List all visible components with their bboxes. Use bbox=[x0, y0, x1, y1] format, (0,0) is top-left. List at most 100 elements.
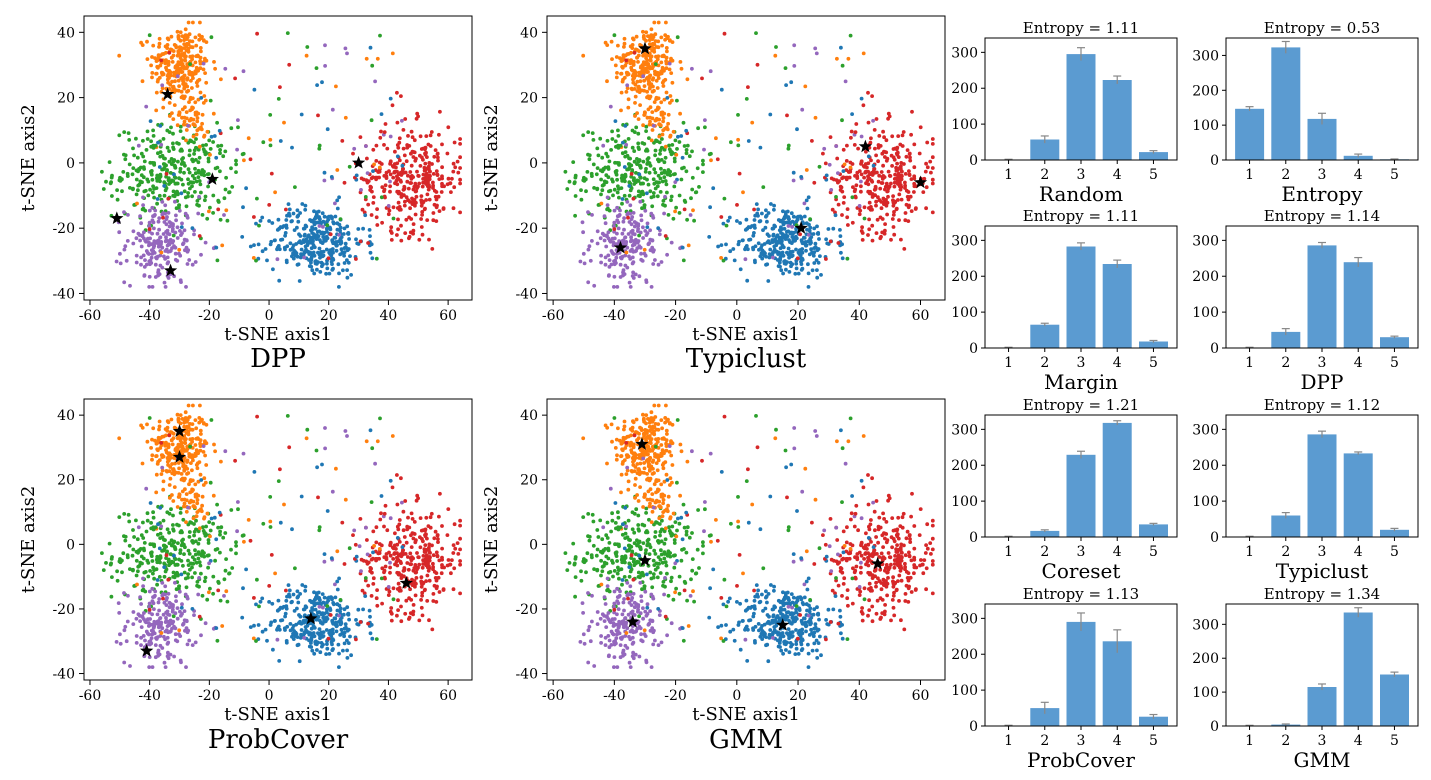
scatter-point bbox=[165, 228, 170, 233]
scatter-point bbox=[434, 169, 439, 174]
scatter-point bbox=[257, 223, 261, 228]
scatter-point bbox=[186, 628, 191, 633]
scatter-point bbox=[799, 262, 804, 266]
scatter-point bbox=[842, 195, 847, 200]
scatter-point bbox=[252, 243, 256, 248]
scatter-point bbox=[295, 595, 300, 600]
scatter-point bbox=[184, 448, 189, 453]
scatter-point bbox=[204, 40, 209, 44]
scatter-point bbox=[451, 551, 456, 555]
scatter-point bbox=[830, 207, 835, 212]
scatter-point bbox=[127, 186, 132, 190]
scatter-point bbox=[208, 205, 212, 210]
scatter-point bbox=[440, 524, 444, 528]
scatter-point bbox=[176, 461, 181, 465]
scatter-point bbox=[122, 247, 127, 252]
scatter-point bbox=[409, 598, 414, 602]
scatter-point bbox=[325, 223, 330, 228]
scatter-point bbox=[181, 82, 186, 86]
scatter-point bbox=[903, 211, 908, 215]
scatter-point bbox=[670, 150, 674, 155]
scatter-point bbox=[192, 122, 196, 127]
scatter-point bbox=[171, 523, 175, 527]
scatter-point bbox=[193, 571, 197, 575]
scatter-point bbox=[421, 172, 426, 177]
scatter-point bbox=[241, 205, 245, 210]
scatter-point bbox=[703, 118, 707, 122]
scatter-point bbox=[378, 135, 383, 140]
scatter-point bbox=[664, 46, 669, 50]
scatter-point bbox=[336, 642, 341, 647]
scatter-point bbox=[736, 242, 741, 247]
scatter-point bbox=[369, 623, 374, 627]
scatter-point bbox=[677, 140, 682, 144]
scatter-point bbox=[145, 422, 149, 427]
scatter-point bbox=[599, 260, 603, 265]
scatter-point bbox=[663, 33, 668, 37]
scatter-points bbox=[100, 403, 462, 669]
scatter-point bbox=[678, 111, 682, 116]
scatter-point bbox=[383, 564, 388, 569]
scatter-point bbox=[420, 593, 424, 598]
scatter-point bbox=[881, 129, 885, 134]
scatter-point bbox=[665, 49, 669, 54]
scatter-point bbox=[161, 105, 166, 110]
scatter-point bbox=[328, 227, 333, 232]
scatter-point bbox=[244, 186, 249, 191]
scatter-point bbox=[110, 575, 114, 579]
scatter-point bbox=[659, 158, 664, 162]
scatter-point bbox=[369, 118, 374, 123]
scatter-point bbox=[709, 158, 713, 163]
scatter-point bbox=[625, 72, 630, 77]
scatter-point bbox=[415, 551, 419, 555]
scatter-point bbox=[668, 169, 672, 174]
scatter-point bbox=[134, 573, 139, 578]
scatter-point bbox=[838, 228, 842, 232]
scatter-point bbox=[891, 213, 896, 217]
scatter-point bbox=[380, 601, 384, 606]
scatter-point bbox=[772, 244, 777, 249]
scatter-point bbox=[641, 53, 645, 58]
scatter-point bbox=[388, 134, 393, 139]
scatter-point bbox=[371, 169, 375, 174]
scatter-point bbox=[187, 100, 191, 104]
scatter-point bbox=[145, 137, 150, 141]
scatter-point bbox=[320, 80, 324, 85]
scatter-point bbox=[342, 253, 346, 258]
scatter-point bbox=[823, 161, 828, 166]
scatter-point bbox=[161, 518, 166, 523]
scatter-point bbox=[184, 238, 189, 243]
scatter-point bbox=[624, 250, 629, 255]
scatter-point bbox=[824, 237, 828, 242]
scatter-point bbox=[283, 233, 287, 238]
scatter-point bbox=[107, 160, 112, 165]
scatter-point bbox=[646, 82, 651, 86]
scatter-point bbox=[642, 84, 647, 88]
scatter-point bbox=[431, 211, 436, 215]
scatter-point bbox=[192, 504, 196, 509]
scatter-point bbox=[267, 219, 271, 223]
scatter-point bbox=[315, 83, 319, 87]
scatter-point bbox=[282, 120, 286, 125]
scatter-point bbox=[930, 210, 935, 215]
scatter-point bbox=[156, 140, 160, 145]
scatter-point bbox=[267, 203, 272, 207]
scatter-point bbox=[160, 153, 165, 158]
scatter-point bbox=[406, 515, 410, 520]
scatter-point bbox=[451, 206, 456, 211]
scatter-point bbox=[149, 63, 154, 68]
scatter-point bbox=[452, 185, 457, 190]
scatter-point bbox=[368, 631, 373, 636]
scatter-point bbox=[117, 133, 122, 138]
scatter-point bbox=[337, 651, 341, 656]
scatter-point bbox=[382, 524, 386, 529]
scatter-point bbox=[304, 53, 309, 58]
scatter-point bbox=[320, 211, 325, 216]
scatter-point bbox=[655, 139, 659, 144]
scatter-point bbox=[162, 220, 167, 224]
scatter-point bbox=[804, 168, 809, 172]
scatter-point bbox=[203, 453, 208, 458]
scatter-point bbox=[147, 220, 152, 225]
scatter-point bbox=[318, 270, 323, 274]
